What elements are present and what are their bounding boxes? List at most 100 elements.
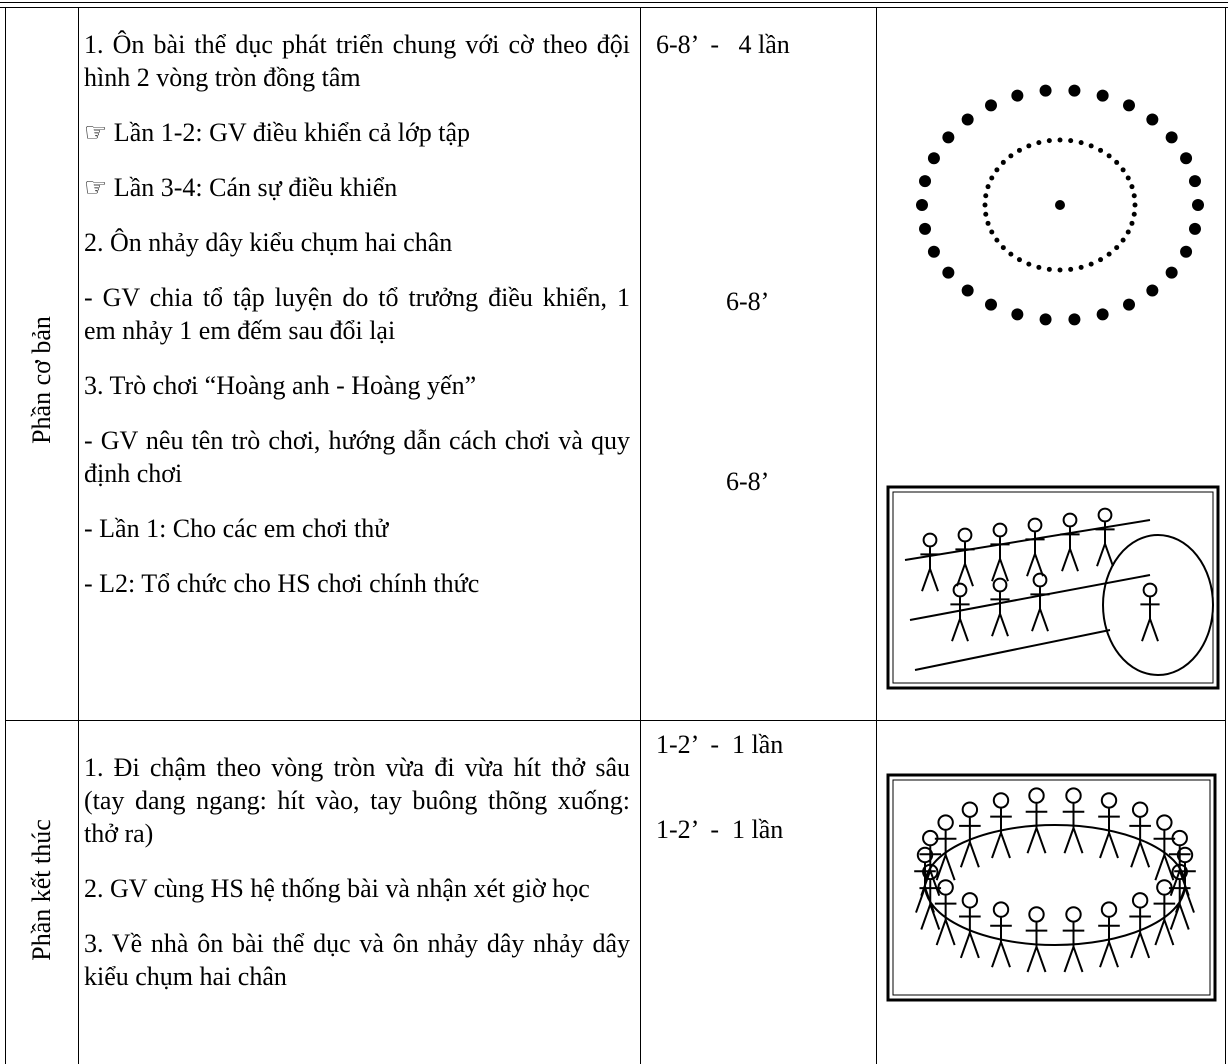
dot <box>1120 237 1126 243</box>
dot <box>1165 266 1178 279</box>
dot <box>1068 313 1081 326</box>
figure <box>955 527 975 587</box>
dot <box>1078 264 1084 270</box>
dot <box>942 131 955 144</box>
dot <box>927 152 940 165</box>
dot <box>1008 251 1014 257</box>
activity-item: 2. Ôn nhảy dây kiểu chụm hai chân <box>84 228 453 257</box>
dot <box>1068 266 1074 272</box>
dot <box>1188 175 1201 188</box>
dot <box>1096 89 1109 102</box>
dot <box>1036 140 1042 146</box>
dot <box>919 222 932 235</box>
dot <box>1192 199 1204 211</box>
dot <box>1011 89 1024 102</box>
formation-diagram <box>916 84 1204 326</box>
dot <box>1036 264 1042 270</box>
dot <box>942 266 955 279</box>
figure <box>1098 901 1120 968</box>
dot <box>1123 99 1135 112</box>
figure <box>1129 892 1151 959</box>
circle-walk-illustration <box>914 787 1196 973</box>
dot <box>1165 131 1178 144</box>
illustration-frame <box>892 779 1211 996</box>
section-label: Phần kết thúc <box>27 819 56 961</box>
figure <box>950 582 970 642</box>
time-dosage: 1-2’ - 1 lần <box>656 730 784 759</box>
section-label: Phần cơ bản <box>27 316 56 444</box>
dot <box>961 284 974 297</box>
row-content: 1. Ôn bài thể dục phát triển chung với c… <box>84 28 630 622</box>
figure <box>959 801 981 868</box>
dot <box>994 167 1000 173</box>
figure <box>959 892 981 959</box>
dot <box>916 199 928 211</box>
activity-item: - GV chia tổ tập luyện do tổ trưởng điều… <box>84 283 630 345</box>
dot <box>985 298 997 311</box>
dot <box>1068 138 1074 144</box>
dot <box>1026 143 1032 149</box>
activity-item: ☞ Lần 3-4: Cán sự điều khiển <box>84 173 398 202</box>
figure <box>1062 906 1085 973</box>
dot <box>1088 143 1094 149</box>
dot <box>1039 84 1052 97</box>
activity-item: - GV nêu tên trò chơi, hướng dẫn cách ch… <box>84 426 630 488</box>
time-dosage: 6-8’ <box>726 467 770 496</box>
dot <box>983 211 989 217</box>
dot <box>1132 202 1138 208</box>
figure <box>1174 846 1196 913</box>
dot <box>989 229 995 235</box>
activity-item: 2. GV cùng HS hệ thống bài và nhận xét g… <box>84 874 590 903</box>
activity-item: ☞ Lần 1-2: GV điều khiển cả lớp tập <box>84 118 471 147</box>
dot <box>1146 284 1159 297</box>
table-border <box>0 2 1228 3</box>
dot <box>985 99 997 112</box>
dot <box>1125 229 1131 235</box>
activity-item: - Lần 1: Cho các em chơi thử <box>84 514 389 543</box>
dot <box>1146 113 1159 126</box>
figure <box>990 792 1012 859</box>
dot <box>1098 257 1104 263</box>
dot <box>985 220 991 226</box>
dot <box>1114 159 1120 165</box>
dot <box>1131 193 1137 199</box>
activity-item: 1. Đi chậm theo vòng tròn vừa đi vừa hít… <box>84 753 630 848</box>
figure <box>1025 787 1048 854</box>
dot <box>1180 152 1193 165</box>
figure <box>1140 582 1160 642</box>
time-dosage: 6-8’ <box>726 287 770 316</box>
dot <box>1046 266 1052 272</box>
dot <box>1129 184 1135 190</box>
figure <box>1062 787 1085 854</box>
dot <box>1000 159 1006 165</box>
figure <box>1095 507 1115 567</box>
dot <box>1068 84 1081 97</box>
figure <box>1025 517 1045 577</box>
activity-item: 1. Ôn bài thể dục phát triển chung với c… <box>84 30 630 92</box>
dot <box>983 193 989 199</box>
dot <box>982 202 988 208</box>
dot <box>1011 308 1024 321</box>
figure <box>1030 572 1050 632</box>
table-border <box>640 8 641 1064</box>
dot <box>1000 245 1006 251</box>
dot <box>1016 147 1022 153</box>
game-illustration <box>904 507 1214 676</box>
dot <box>1131 211 1137 217</box>
dot <box>1057 137 1063 143</box>
figure <box>990 901 1012 968</box>
dot <box>1016 257 1022 263</box>
dot <box>1039 313 1052 326</box>
time-dosage: 6-8’ - 4 lần <box>656 30 790 59</box>
figure <box>1025 906 1048 973</box>
figure <box>919 863 942 930</box>
figure <box>1168 829 1191 897</box>
figure <box>1060 512 1080 572</box>
dot <box>1120 167 1126 173</box>
activity-item: - L2: Tổ chức cho HS chơi chính thức <box>84 569 480 598</box>
dot <box>961 113 974 126</box>
figure <box>934 814 957 881</box>
figure <box>934 879 957 946</box>
dot <box>1106 251 1112 257</box>
row-content: 1. Đi chậm theo vòng tròn vừa đi vừa hít… <box>84 751 630 1015</box>
